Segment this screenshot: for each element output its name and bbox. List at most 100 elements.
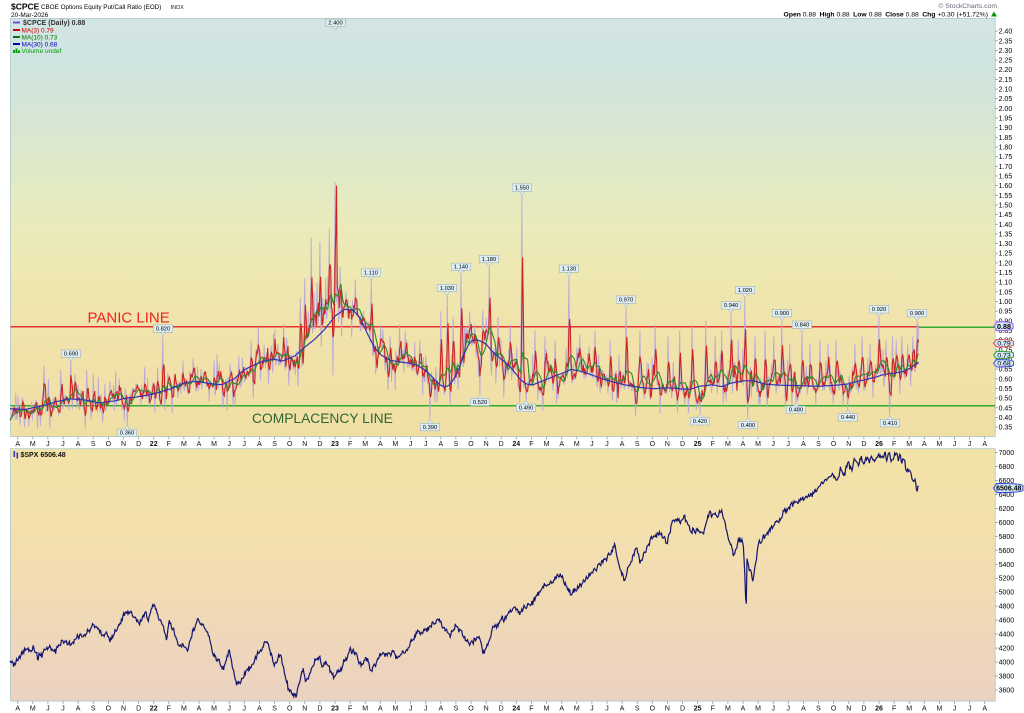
svg-text:0.79: 0.79 <box>997 341 1010 348</box>
svg-text:M: M <box>181 441 187 448</box>
svg-text:S: S <box>454 706 459 713</box>
svg-text:M: M <box>30 706 36 713</box>
svg-text:1.35: 1.35 <box>999 231 1013 238</box>
svg-text:0.840: 0.840 <box>795 323 810 329</box>
svg-text:F: F <box>167 441 171 448</box>
svg-text:O: O <box>831 706 837 713</box>
svg-text:5800: 5800 <box>999 534 1015 541</box>
svg-text:1.15: 1.15 <box>999 270 1013 277</box>
svg-text:M: M <box>362 441 368 448</box>
svg-text:$SPX 6506.48: $SPX 6506.48 <box>21 452 66 459</box>
svg-text:0.410: 0.410 <box>883 421 898 427</box>
svg-text:A: A <box>922 706 927 713</box>
svg-text:0.920: 0.920 <box>872 307 887 313</box>
svg-text:2.20: 2.20 <box>999 67 1013 74</box>
svg-text:0.50: 0.50 <box>999 396 1013 403</box>
svg-text:6400: 6400 <box>999 492 1015 499</box>
svg-text:J: J <box>590 706 594 713</box>
svg-text:0.820: 0.820 <box>156 326 171 332</box>
svg-text:23: 23 <box>331 441 339 448</box>
svg-text:S: S <box>272 441 277 448</box>
svg-text:A: A <box>257 441 262 448</box>
svg-text:F: F <box>711 441 715 448</box>
svg-text:2.25: 2.25 <box>999 58 1013 65</box>
svg-text:MA(10) 0.73: MA(10) 0.73 <box>22 35 58 42</box>
svg-text:0.85: 0.85 <box>999 328 1013 335</box>
svg-text:A: A <box>741 706 746 713</box>
svg-text:2.05: 2.05 <box>999 96 1013 103</box>
svg-text:3800: 3800 <box>999 674 1015 681</box>
svg-text:A: A <box>76 706 81 713</box>
svg-text:2.400: 2.400 <box>328 21 343 27</box>
svg-text:A: A <box>257 706 262 713</box>
svg-text:0.45: 0.45 <box>999 405 1013 412</box>
svg-text:6200: 6200 <box>999 506 1015 513</box>
svg-text:J: J <box>61 441 65 448</box>
svg-text:6000: 6000 <box>999 520 1015 527</box>
svg-text:A: A <box>15 441 20 448</box>
svg-text:M: M <box>544 706 550 713</box>
svg-text:23: 23 <box>331 706 339 713</box>
svg-text:1.80: 1.80 <box>999 145 1013 152</box>
svg-text:S: S <box>91 441 96 448</box>
svg-text:S: S <box>635 441 640 448</box>
svg-text:1.00: 1.00 <box>999 299 1013 306</box>
svg-text:M: M <box>725 706 731 713</box>
svg-text:J: J <box>243 441 247 448</box>
svg-text:J: J <box>61 706 65 713</box>
svg-text:M: M <box>906 706 912 713</box>
svg-text:0.55: 0.55 <box>999 386 1013 393</box>
svg-text:4400: 4400 <box>999 632 1015 639</box>
svg-text:J: J <box>968 441 972 448</box>
svg-text:1.30: 1.30 <box>999 241 1013 248</box>
svg-text:J: J <box>771 441 775 448</box>
svg-text:24: 24 <box>512 706 520 713</box>
svg-text:5600: 5600 <box>999 548 1015 555</box>
svg-text:N: N <box>302 706 307 713</box>
svg-text:M: M <box>211 441 217 448</box>
svg-text:1.110: 1.110 <box>364 270 378 276</box>
svg-text:1.550: 1.550 <box>515 185 530 191</box>
svg-text:N: N <box>121 441 126 448</box>
svg-text:1.95: 1.95 <box>999 116 1013 123</box>
svg-text:J: J <box>605 441 609 448</box>
svg-text:M: M <box>392 706 398 713</box>
svg-text:M: M <box>755 706 761 713</box>
svg-text:© StockCharts.com: © StockCharts.com <box>938 2 997 10</box>
svg-text:0.520: 0.520 <box>473 400 488 406</box>
svg-text:F: F <box>529 706 533 713</box>
svg-text:O: O <box>106 441 112 448</box>
svg-text:N: N <box>121 706 126 713</box>
svg-text:1.180: 1.180 <box>482 257 497 263</box>
svg-text:N: N <box>846 706 851 713</box>
svg-text:O: O <box>468 706 474 713</box>
svg-text:M: M <box>181 706 187 713</box>
svg-text:O: O <box>287 706 293 713</box>
svg-text:0.480: 0.480 <box>789 408 804 414</box>
svg-text:J: J <box>953 441 957 448</box>
svg-text:1.05: 1.05 <box>999 289 1013 296</box>
svg-text:D: D <box>317 706 322 713</box>
svg-text:MA(3) 0.79: MA(3) 0.79 <box>22 28 55 35</box>
svg-text:A: A <box>197 441 202 448</box>
svg-text:A: A <box>438 706 443 713</box>
svg-text:D: D <box>317 441 322 448</box>
svg-text:J: J <box>787 706 791 713</box>
svg-text:1.130: 1.130 <box>562 267 577 273</box>
svg-text:0.68: 0.68 <box>997 361 1010 368</box>
svg-text:0.95: 0.95 <box>999 309 1013 316</box>
svg-text:0.75: 0.75 <box>999 347 1013 354</box>
svg-text:D: D <box>861 441 866 448</box>
svg-text:M: M <box>392 441 398 448</box>
svg-text:J: J <box>605 706 609 713</box>
svg-text:A: A <box>620 441 625 448</box>
svg-text:J: J <box>953 706 957 713</box>
svg-text:1.030: 1.030 <box>440 286 455 292</box>
svg-text:M: M <box>936 441 942 448</box>
svg-text:2.30: 2.30 <box>999 48 1013 55</box>
svg-text:A: A <box>982 441 987 448</box>
svg-text:1.20: 1.20 <box>999 260 1013 267</box>
svg-text:J: J <box>409 441 413 448</box>
svg-text:1.25: 1.25 <box>999 251 1013 258</box>
svg-text:25: 25 <box>694 706 702 713</box>
